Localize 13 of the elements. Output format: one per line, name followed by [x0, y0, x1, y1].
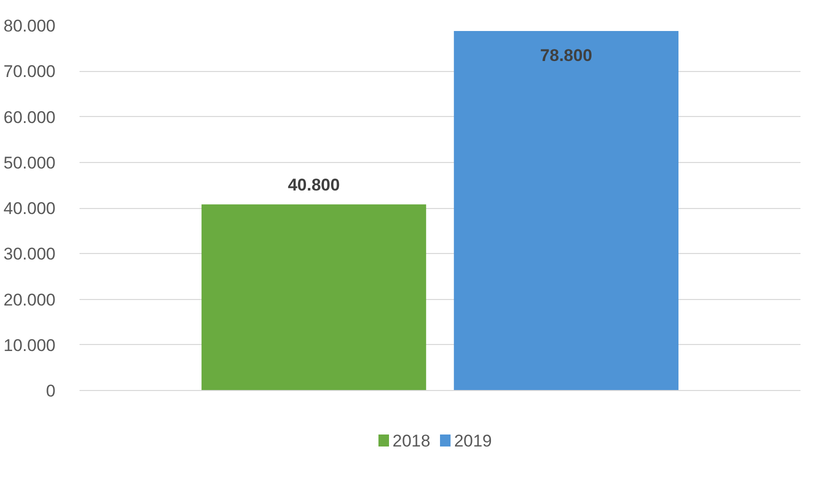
y-tick-label: 0: [46, 382, 56, 400]
y-tick-label: 50.000: [4, 153, 56, 172]
y-tick-label: 40.000: [4, 199, 56, 218]
y-tick-label: 70.000: [4, 62, 56, 82]
data-label: 40.800: [288, 175, 340, 194]
y-tick-label: 10.000: [4, 336, 56, 355]
legend-label: 2018: [392, 432, 430, 450]
y-tick-label: 30.000: [4, 244, 56, 264]
y-tick-label: 80.000: [4, 16, 56, 36]
y-tick-label: 20.000: [4, 290, 56, 310]
data-label: 78.800: [540, 46, 592, 65]
y-tick-label: 60.000: [4, 108, 56, 127]
legend-label: 2019: [454, 432, 492, 450]
